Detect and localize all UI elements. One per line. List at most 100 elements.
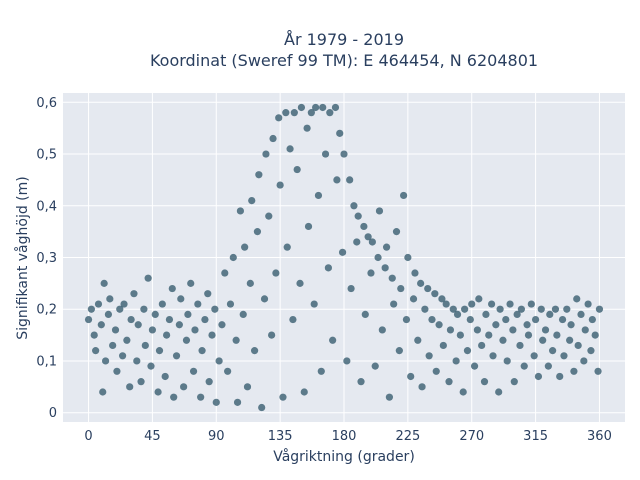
data-point — [177, 295, 185, 303]
data-point — [198, 347, 206, 355]
data-point — [84, 315, 93, 324]
data-point — [537, 305, 545, 313]
data-point — [591, 331, 599, 339]
data-point — [175, 321, 183, 329]
x-axis-ticks: 0 45 90 135 180 225 270 315 360 — [84, 429, 611, 444]
data-point — [431, 290, 439, 298]
data-point — [106, 295, 114, 303]
data-point — [463, 347, 472, 355]
data-point — [534, 372, 543, 381]
data-point — [595, 305, 604, 313]
y-tick-label: 0,6 — [36, 96, 57, 111]
data-point — [517, 305, 526, 313]
data-point — [191, 326, 199, 334]
data-point — [165, 315, 174, 324]
data-point — [232, 336, 240, 344]
data-point — [466, 315, 474, 324]
data-point — [539, 336, 547, 344]
data-point — [140, 305, 148, 313]
data-point — [445, 378, 453, 386]
y-tick-label: 0,2 — [36, 303, 57, 318]
y-tick-label: 0,3 — [36, 251, 57, 266]
data-point — [229, 253, 237, 262]
data-point — [553, 331, 561, 339]
data-point — [92, 347, 100, 355]
data-point — [435, 321, 443, 329]
data-point — [556, 372, 564, 381]
y-axis-ticks: 0 0,1 0,2 0,3 0,4 0,5 0,6 — [36, 96, 57, 421]
data-point — [314, 191, 323, 200]
data-point — [502, 315, 510, 324]
data-point — [581, 326, 589, 334]
data-point — [346, 176, 354, 184]
data-point — [452, 357, 460, 365]
data-point — [134, 321, 142, 329]
data-point — [180, 383, 188, 391]
data-point — [221, 269, 229, 277]
data-point — [286, 145, 294, 153]
data-point — [123, 336, 131, 344]
data-point — [531, 315, 540, 324]
data-point — [475, 295, 483, 303]
data-point — [137, 378, 145, 386]
data-point — [201, 315, 209, 324]
data-point — [99, 388, 107, 396]
data-point — [594, 367, 602, 375]
data-point — [197, 393, 205, 401]
data-point — [282, 109, 290, 117]
data-point — [151, 310, 159, 318]
data-point — [375, 207, 384, 215]
data-point — [584, 300, 592, 308]
data-point — [126, 383, 134, 391]
data-point — [268, 331, 276, 339]
y-axis-title: Signifikant våghöjd (m) — [14, 176, 31, 339]
data-point — [385, 393, 394, 401]
data-point — [120, 300, 128, 308]
data-point — [253, 228, 262, 236]
data-point — [523, 321, 531, 329]
x-tick-label: 225 — [395, 429, 420, 444]
data-point — [113, 367, 121, 375]
data-point — [402, 315, 411, 324]
data-point — [404, 253, 412, 262]
data-point — [503, 357, 511, 365]
data-point — [439, 341, 447, 350]
data-point — [163, 331, 171, 339]
data-point — [127, 315, 135, 324]
data-point — [417, 279, 425, 287]
data-point — [478, 341, 486, 350]
data-point — [563, 305, 571, 313]
data-point — [130, 290, 138, 298]
x-tick-label: 135 — [268, 429, 293, 444]
data-point — [506, 300, 514, 308]
data-point — [290, 109, 298, 117]
chart-title-line-2: Koordinat (Sweref 99 TM): E 464454, N 62… — [150, 51, 538, 70]
data-point — [453, 310, 462, 318]
data-point — [147, 362, 155, 370]
data-point — [319, 103, 327, 112]
data-point — [570, 367, 578, 375]
data-point — [424, 284, 432, 293]
data-point — [414, 336, 422, 344]
data-point — [116, 305, 124, 313]
data-point — [154, 388, 162, 396]
data-point — [407, 372, 415, 381]
data-point — [224, 367, 232, 375]
data-point — [101, 357, 110, 365]
x-tick-label: 315 — [523, 429, 548, 444]
data-point — [418, 383, 426, 391]
data-point — [161, 372, 169, 381]
data-point — [551, 305, 560, 313]
data-point — [336, 129, 344, 137]
chart-title-line-1: År 1979 - 2019 — [284, 30, 404, 49]
data-point — [104, 310, 113, 318]
data-point — [368, 238, 376, 246]
data-point — [371, 362, 379, 370]
data-point — [317, 367, 325, 375]
data-point — [509, 326, 517, 334]
data-point — [340, 150, 348, 158]
data-point — [141, 341, 149, 350]
y-tick-label: 0,1 — [36, 354, 57, 369]
data-point — [100, 279, 108, 287]
